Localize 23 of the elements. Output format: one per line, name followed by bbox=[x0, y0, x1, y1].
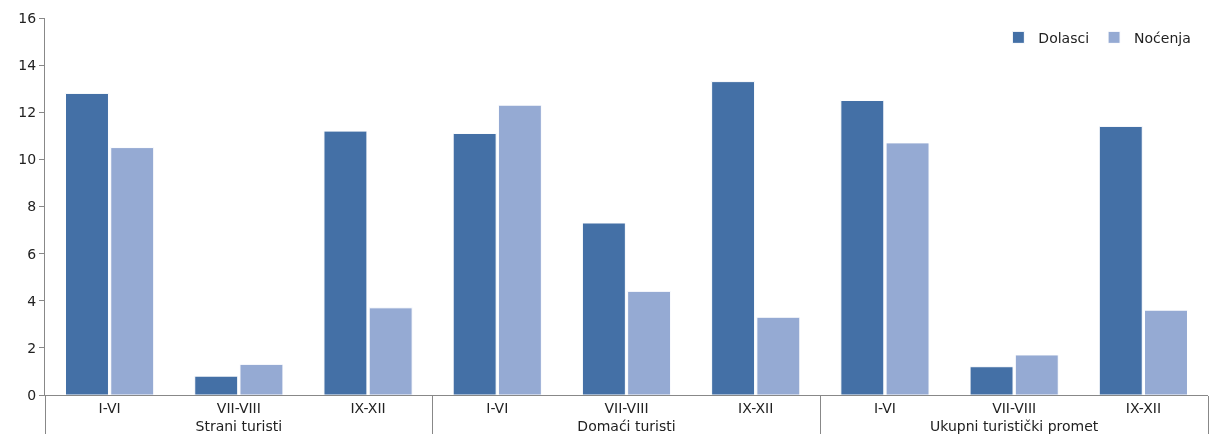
y-tick-label: 16 bbox=[18, 9, 37, 26]
text: Domaći turisti bbox=[577, 417, 676, 434]
x-tick-label: IX-XII bbox=[1125, 399, 1162, 416]
legend-label: Dolasci bbox=[1038, 29, 1090, 46]
y-tick-label: 8 bbox=[27, 198, 37, 215]
y-tick-label: 0 bbox=[27, 386, 37, 403]
x-tick-label: VII-VIII bbox=[992, 399, 1037, 416]
x-tick-label: I-VI bbox=[98, 399, 121, 416]
x-tick-label: VII-VIII bbox=[604, 399, 649, 416]
x-tick-label: VII-VIII bbox=[216, 399, 261, 416]
y-tick-label: 10 bbox=[18, 151, 37, 168]
x-tick-label: I-VI bbox=[873, 399, 896, 416]
text: Strani turisti bbox=[195, 417, 283, 434]
x-tick-label: IX-XII bbox=[350, 399, 386, 416]
text: Ukupni turistički promet bbox=[929, 417, 1099, 434]
y-tick-label: 2 bbox=[27, 339, 37, 356]
x-tick-label: IX-XII bbox=[738, 399, 774, 416]
y-tick-label: 4 bbox=[27, 292, 37, 309]
x-tick-label: I-VI bbox=[486, 399, 509, 416]
y-tick-label: 14 bbox=[18, 57, 37, 74]
legend-label: Noćenja bbox=[1134, 29, 1191, 46]
y-tick-label: 6 bbox=[27, 245, 37, 262]
y-tick-label: 12 bbox=[18, 104, 37, 121]
